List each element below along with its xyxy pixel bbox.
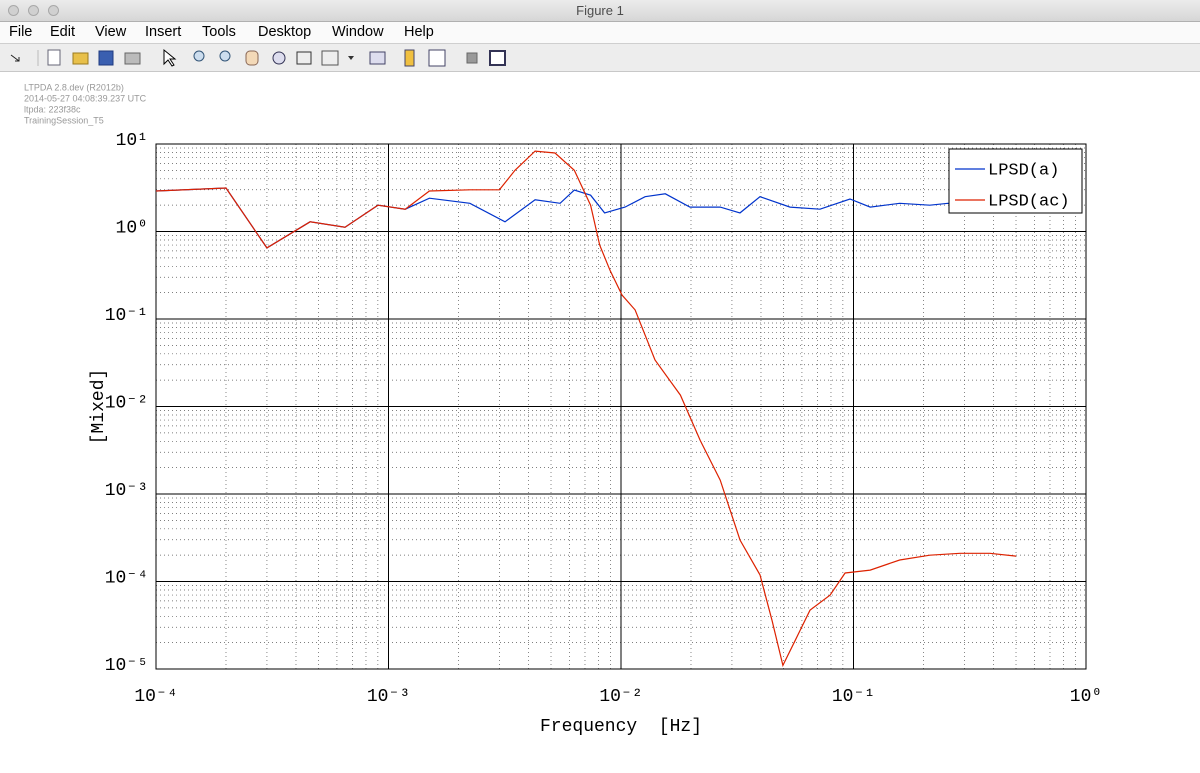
legend-label: LPSD(a) <box>988 161 1059 180</box>
menu-item[interactable]: View <box>95 24 127 40</box>
x-tick-label: 10⁻³ <box>367 687 410 707</box>
window-title: Figure 1 <box>576 3 624 18</box>
brush-button[interactable] <box>321 50 339 66</box>
menu-item[interactable]: Desktop <box>258 24 312 40</box>
figure: LTPDA 2.8.dev (R2012b) 2014-05-27 04:08:… <box>24 82 1102 737</box>
menu-item[interactable]: Help <box>404 24 434 40</box>
title-bar: Figure 1 <box>0 0 1200 22</box>
legend-button[interactable] <box>428 49 446 67</box>
x-tick-label: 10⁰ <box>1070 687 1102 707</box>
stamp-line: 2014-05-27 04:08:39.237 UTC <box>24 93 147 103</box>
stamp-line: LTPDA 2.8.dev (R2012b) <box>24 82 124 92</box>
legend-box <box>948 148 1083 214</box>
stamp-line: ltpda: 223f38c <box>24 104 81 114</box>
y-tick-label: 10⁰ <box>116 218 148 238</box>
close-button[interactable] <box>8 5 19 16</box>
toolbar <box>0 44 1200 72</box>
print-button[interactable] <box>124 52 141 65</box>
datacursor-button[interactable] <box>296 51 312 65</box>
new-button[interactable] <box>47 49 61 66</box>
menu-item[interactable]: File <box>9 24 33 40</box>
legend-label: LPSD(ac) <box>988 192 1070 211</box>
zoom-in-button[interactable] <box>193 50 205 62</box>
zoom-button[interactable] <box>48 5 59 16</box>
y-tick-label: 10⁻⁵ <box>105 656 148 676</box>
show-tools-button[interactable] <box>489 50 506 66</box>
brush-menu[interactable] <box>348 56 354 60</box>
y-tick-label: 10⁻³ <box>105 481 148 501</box>
y-axis-label: [Mixed] <box>89 369 109 445</box>
hide-tools-button[interactable] <box>466 52 478 64</box>
menu-item[interactable]: Window <box>332 24 384 40</box>
menu-bar: File Edit View Insert Tools Desktop Wind… <box>0 22 1200 44</box>
colorbar-button[interactable] <box>404 49 415 67</box>
stamp-line: TrainingSession_T5 <box>24 115 104 125</box>
menu-item[interactable]: Edit <box>50 24 75 40</box>
x-tick-label: 10⁻² <box>599 687 642 707</box>
x-tick-label: 10⁻⁴ <box>134 687 177 707</box>
link-button[interactable] <box>369 51 386 65</box>
y-tick-label: 10¹ <box>116 131 148 151</box>
menu-item[interactable]: Insert <box>145 24 182 40</box>
zoom-out-button[interactable] <box>219 50 231 62</box>
pan-button[interactable] <box>245 50 259 66</box>
minimize-button[interactable] <box>28 5 39 16</box>
dock-button[interactable] <box>10 54 20 62</box>
open-button[interactable] <box>72 52 89 65</box>
axes-box <box>155 143 1087 670</box>
rotate-button[interactable] <box>272 51 286 65</box>
x-tick-label: 10⁻¹ <box>832 687 875 707</box>
select-button[interactable] <box>163 48 177 67</box>
menu-item[interactable]: Tools <box>202 24 236 40</box>
y-tick-label: 10⁻² <box>105 393 148 413</box>
y-tick-label: 10⁻⁴ <box>105 568 148 588</box>
y-tick-label: 10⁻¹ <box>105 306 148 326</box>
save-button[interactable] <box>98 50 114 66</box>
toolbar-icons <box>10 48 506 67</box>
data-line <box>155 150 1017 668</box>
x-axis-label: Frequency [Hz] <box>540 717 702 737</box>
